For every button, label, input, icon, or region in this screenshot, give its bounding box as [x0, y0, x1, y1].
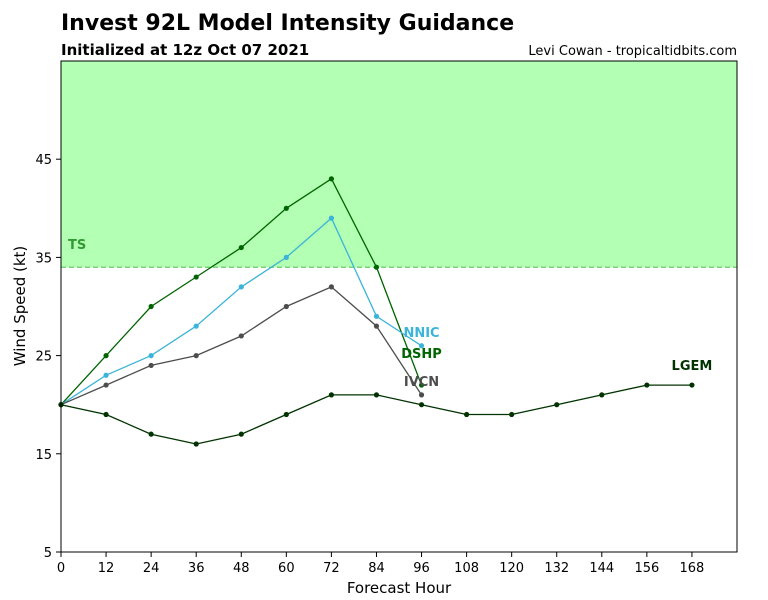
x-tick-label: 60 — [278, 561, 295, 576]
point-nnic — [283, 254, 289, 260]
point-ivcn — [193, 353, 199, 359]
point-lgem — [418, 402, 425, 408]
point-nnic — [373, 313, 380, 319]
point-lgem — [148, 431, 154, 437]
chart-title: Invest 92L Model Intensity Guidance — [61, 11, 514, 36]
point-dshp — [238, 244, 244, 251]
x-tick-label: 48 — [233, 561, 250, 576]
point-dshp — [373, 264, 380, 270]
point-ivcn — [103, 382, 109, 388]
point-nnic — [328, 215, 334, 221]
point-lgem — [509, 411, 515, 418]
series-label-ivcn: IVCN — [404, 375, 439, 390]
point-lgem — [554, 402, 560, 408]
x-tick-label: 96 — [413, 561, 430, 576]
point-lgem — [599, 392, 605, 398]
point-ivcn — [328, 284, 334, 290]
plot-area: TS — [61, 61, 737, 268]
point-dshp — [283, 205, 289, 211]
x-tick-label: 84 — [368, 561, 385, 576]
chart-credit: Levi Cowan - tropicaltidbits.com — [528, 44, 737, 59]
point-lgem — [464, 411, 470, 418]
point-lgem — [689, 382, 695, 388]
point-dshp — [103, 353, 109, 359]
point-dshp — [328, 176, 334, 182]
point-lgem — [328, 392, 334, 398]
x-axis-label: Forecast Hour — [347, 579, 452, 597]
y-tick-label: 5 — [44, 546, 52, 561]
point-lgem — [193, 441, 199, 447]
y-tick-label: 15 — [35, 448, 52, 463]
point-lgem — [238, 431, 244, 437]
point-dshp — [148, 303, 154, 310]
x-tick-label: 156 — [634, 561, 659, 576]
x-tick-label: 108 — [454, 561, 479, 576]
x-tick-label: 132 — [544, 561, 569, 576]
point-ivcn — [238, 333, 244, 339]
point-ivcn — [373, 323, 380, 329]
plot-frame — [60, 60, 738, 553]
point-dshp — [418, 382, 425, 388]
series-label-lgem: LGEM — [672, 359, 713, 374]
x-tick-label: 72 — [323, 561, 340, 576]
point-nnic — [238, 284, 244, 290]
point-lgem — [373, 392, 380, 398]
point-lgem — [644, 382, 650, 388]
point-ivcn — [418, 392, 425, 398]
x-tick-label: 0 — [57, 561, 65, 576]
y-tick-label: 25 — [35, 350, 52, 365]
x-tick-label: 12 — [98, 561, 115, 576]
point-nnic — [418, 343, 425, 349]
series-label-dshp: DSHP — [401, 347, 442, 362]
point-ivcn — [283, 303, 289, 310]
x-tick-label: 144 — [589, 561, 614, 576]
ts-label: TS — [68, 238, 86, 253]
point-lgem — [283, 411, 289, 418]
point-lgem — [103, 411, 109, 418]
x-tick-label: 36 — [188, 561, 205, 576]
axes-layer: 0 12 24 36 48 60 72 84 96 108 120 132 144 156 168 5 15 25… — [35, 60, 738, 576]
point-nnic — [103, 372, 109, 378]
x-tick-label: 120 — [499, 561, 524, 576]
y-tick-label: 45 — [35, 153, 52, 168]
point-dshp — [193, 274, 199, 280]
y-axis-label: Wind Speed (kt) — [11, 246, 29, 367]
y-tick-label: 35 — [35, 251, 52, 266]
x-tick-label: 24 — [143, 561, 160, 576]
series-layer: DSHP NNIC IVCN LGEM — [58, 176, 713, 447]
x-tick-label: 168 — [680, 561, 705, 576]
point-ivcn — [148, 362, 154, 369]
point-nnic — [193, 323, 199, 329]
ts-region — [61, 61, 737, 268]
series-label-nnic: NNIC — [403, 326, 439, 341]
chart-subtitle: Initialized at 12z Oct 07 2021 — [61, 41, 309, 59]
point-nnic — [148, 353, 154, 359]
